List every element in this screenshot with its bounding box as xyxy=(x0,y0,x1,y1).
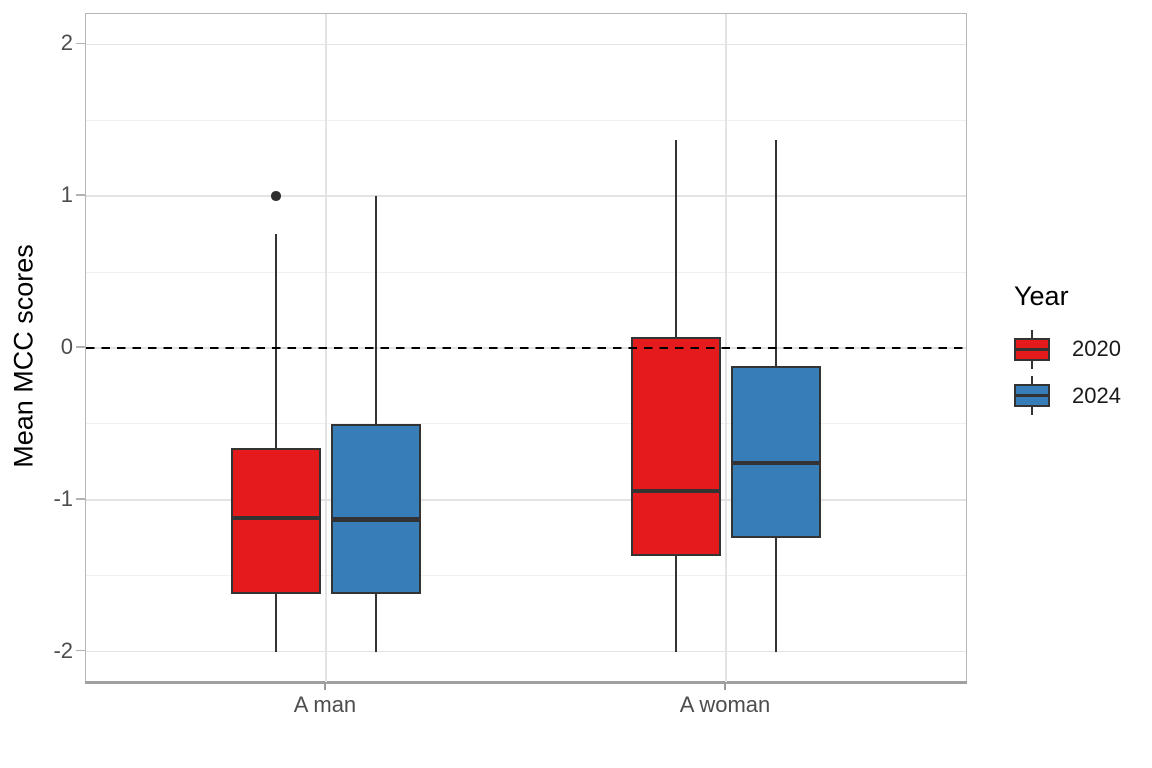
legend-key-median xyxy=(1014,347,1050,351)
median-line xyxy=(631,488,721,493)
y-tick-label: 2 xyxy=(60,30,73,56)
x-category-label: A woman xyxy=(679,692,771,717)
y-tick-label: -1 xyxy=(53,485,73,511)
legend-title: Year xyxy=(1014,281,1069,311)
y-tick-mark xyxy=(76,194,85,196)
x-tick-mark xyxy=(724,682,726,690)
median-line xyxy=(330,517,421,522)
outlier-point xyxy=(271,191,281,201)
y-tick-mark xyxy=(76,346,85,348)
gridline-major xyxy=(86,43,966,46)
zero-reference-line xyxy=(86,346,966,350)
legend-entries: 2020 2024 xyxy=(1014,326,1149,419)
x-category-label: A man xyxy=(293,692,357,717)
x-axis-line xyxy=(85,681,967,684)
y-tick-mark xyxy=(76,42,85,45)
y-tick-mark xyxy=(76,498,85,500)
whisker xyxy=(274,234,278,652)
legend-key-boxplot-icon xyxy=(1014,329,1050,369)
y-tick-label: -2 xyxy=(53,637,73,663)
boxplot-box xyxy=(230,448,321,594)
boxplot-box xyxy=(631,337,721,556)
gridline-minor xyxy=(86,271,966,273)
plot-panel xyxy=(85,13,967,684)
gridline-minor xyxy=(86,575,966,577)
x-tick-mark xyxy=(324,682,326,690)
gridline-minor xyxy=(86,423,966,425)
legend-key-median xyxy=(1014,394,1050,398)
y-tick-mark xyxy=(76,649,85,652)
legend: Year 2020 2024 xyxy=(1014,281,1149,419)
y-tick-label: 1 xyxy=(60,182,73,208)
gridline-major xyxy=(86,650,966,653)
median-line xyxy=(731,461,821,466)
median-line xyxy=(230,515,321,521)
whisker xyxy=(374,196,378,652)
boxplot-box xyxy=(731,366,821,538)
gridline-minor xyxy=(86,119,966,121)
legend-key-boxplot-icon xyxy=(1014,376,1050,416)
legend-label: 2024 xyxy=(1072,382,1121,408)
y-tick-label: 0 xyxy=(60,334,73,359)
legend-label: 2020 xyxy=(1072,336,1121,362)
gridline-major xyxy=(86,195,966,197)
legend-entry: 2020 xyxy=(1014,326,1149,373)
boxplot-box xyxy=(330,423,421,594)
legend-entry: 2024 xyxy=(1014,373,1149,420)
gridline-major xyxy=(86,499,966,501)
